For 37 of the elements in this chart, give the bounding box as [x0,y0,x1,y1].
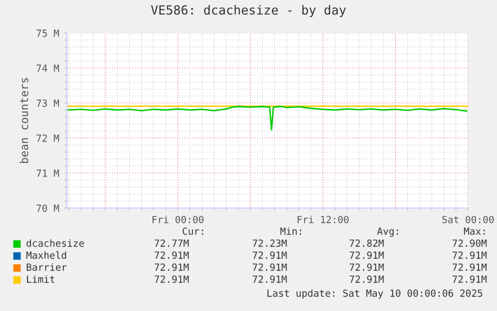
y-tick-label: 70 M [36,204,59,212]
x-tick-label: Sat 00:00 [442,216,494,224]
text: 72.91M [452,275,487,283]
text: 72.91M [452,263,487,271]
x-tick-label: Fri 12:00 [298,216,349,224]
text: 72.90M [452,239,487,247]
text: 72.91M [350,263,384,271]
text: Avg: [377,228,398,237]
text: 72.91M [452,251,487,259]
text: 72.91M [154,263,189,271]
text: 72.91M [350,251,384,259]
text: Min: [280,227,302,235]
y-tick-label: 73 M [36,100,59,107]
text: Cur: [182,227,204,235]
y-tick-label: 75 M [36,30,59,37]
y-tick-label: 74 M [36,64,59,72]
legend-label: Maxheld [26,251,66,259]
text: 72.91M [252,251,287,259]
text: 72.91M [252,263,287,271]
chart-title: VE586: dcachesize - by day [151,4,346,18]
text: 72.91M [350,275,384,283]
legend-label: Limit [27,275,54,283]
line-series [67,106,468,131]
text: 72.91M [154,251,189,259]
y-tick-label: 71 M [36,170,59,177]
x-tick-label: Fri 00:00 [152,216,204,224]
text: 72.82M [350,239,384,247]
y-axis-title: bean counters [20,78,28,163]
legend-label: Barrier [26,263,67,271]
text: 72.77M [154,239,189,247]
text: 72.23M [252,239,287,247]
text: 72.91M [252,275,287,283]
text: Last update: Sat May 10 00:00:06 2025 [267,289,482,299]
text: 72.91M [154,275,189,283]
text: Max: [464,228,485,235]
legend-label: dcachesize [26,239,84,247]
y-tick-label: 72 M [36,134,59,142]
